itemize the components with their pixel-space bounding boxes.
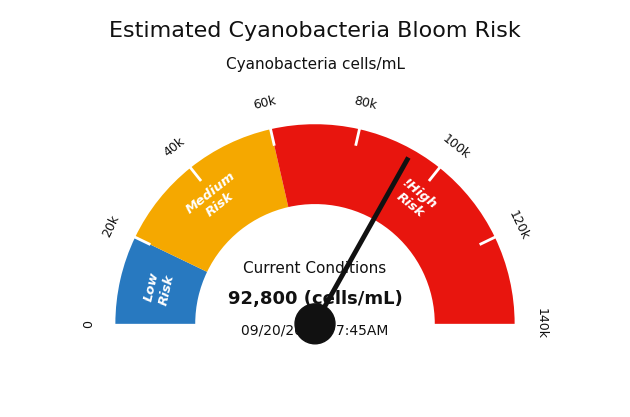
Text: 80k: 80k (353, 94, 378, 112)
Text: 140k: 140k (535, 308, 547, 339)
Text: Cyanobacteria cells/mL: Cyanobacteria cells/mL (226, 57, 404, 72)
Text: !High
Risk: !High Risk (390, 176, 439, 223)
Text: Estimated Cyanobacteria Bloom Risk: Estimated Cyanobacteria Bloom Risk (109, 21, 521, 41)
Text: Medium
Risk: Medium Risk (183, 170, 248, 229)
Text: 100k: 100k (440, 132, 472, 162)
Text: 40k: 40k (161, 135, 187, 159)
Wedge shape (135, 129, 289, 272)
Text: 20k: 20k (100, 212, 122, 239)
Circle shape (295, 304, 335, 344)
Text: 92,800 (cells/mL): 92,800 (cells/mL) (227, 291, 403, 309)
Text: 0: 0 (83, 320, 95, 328)
Text: Low
Risk: Low Risk (142, 270, 176, 307)
Wedge shape (115, 237, 207, 324)
Text: 09/20/2024 – 7:45AM: 09/20/2024 – 7:45AM (241, 324, 389, 337)
Wedge shape (270, 124, 515, 324)
Text: 60k: 60k (252, 94, 277, 112)
Text: Current Conditions: Current Conditions (243, 261, 387, 276)
Text: 120k: 120k (507, 209, 532, 242)
